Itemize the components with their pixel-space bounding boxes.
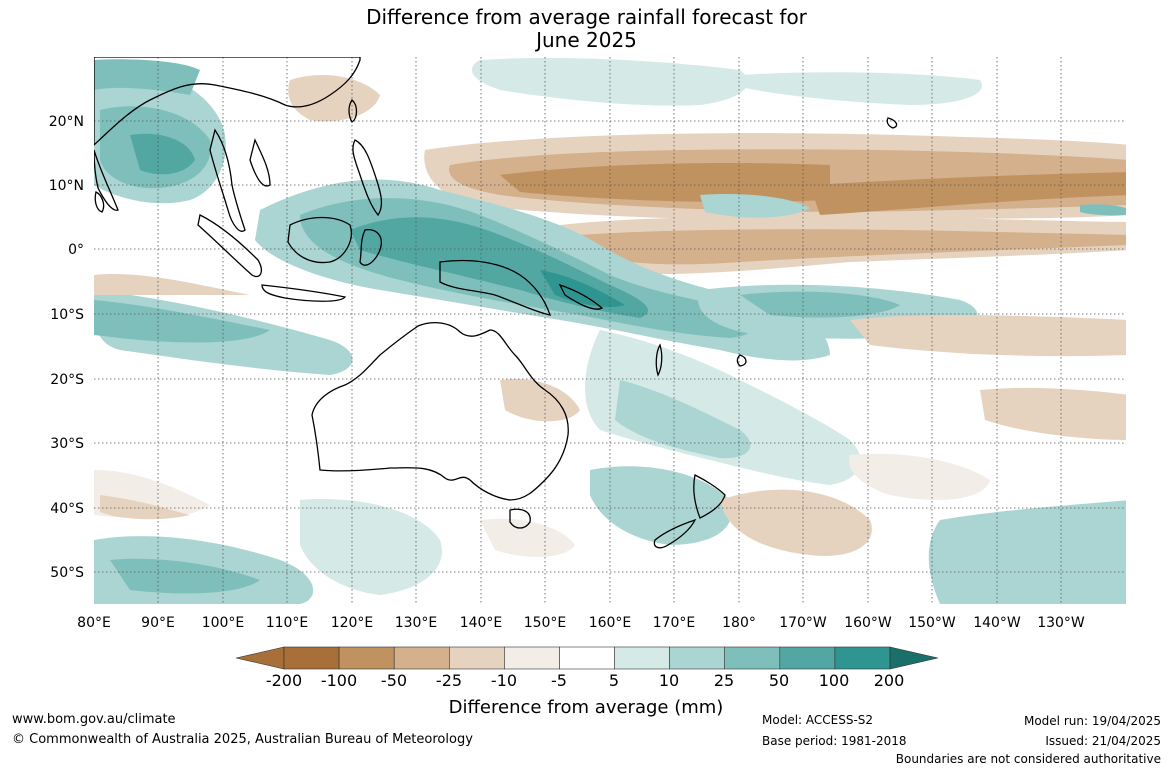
lat-label: 40°S [50, 501, 84, 517]
colorbar-tick: -5 [551, 671, 567, 690]
lon-label: 160°W [844, 615, 892, 631]
lon-label: 150°W [908, 615, 956, 631]
colorbar-cell [338, 646, 395, 670]
website-text: www.bom.gov.au/climate [12, 712, 176, 727]
issued-text: Issued: 21/04/2025 [1045, 734, 1161, 748]
colorbar-tick: 25 [714, 671, 734, 690]
new-guinea-coastline [439, 259, 551, 316]
lon-label: 160°E [589, 615, 632, 631]
colorbar-tick: -10 [491, 671, 517, 690]
lon-label: 170°W [779, 615, 827, 631]
colorbar-tick: -100 [321, 671, 357, 690]
lon-label: 110°E [266, 615, 309, 631]
colorbar-title: Difference from average (mm) [449, 697, 724, 718]
colorbar-tick: -25 [436, 671, 462, 690]
lon-label: 180° [722, 615, 756, 631]
lon-label: 140°W [973, 615, 1021, 631]
copyright-text: © Commonwealth of Australia 2025, Austra… [12, 732, 473, 747]
colorbar-tick: 10 [659, 671, 679, 690]
colorbar-cell [779, 646, 836, 670]
new-zealand-coastline [693, 474, 726, 519]
lon-label: 120°E [331, 615, 374, 631]
australia-coastline [311, 321, 569, 501]
lat-label: 20°S [50, 372, 84, 388]
colorbar-tick: -50 [381, 671, 407, 690]
colorbar-cell [724, 646, 781, 670]
base-period-text: Base period: 1981-2018 [762, 734, 907, 748]
colorbar-tick: 5 [609, 671, 619, 690]
model-text: Model: ACCESS-S2 [762, 713, 874, 727]
colorbar-cell [448, 646, 505, 670]
lon-label: 130°W [1037, 615, 1085, 631]
colorbar-cell [504, 646, 560, 670]
tasmania-coastline [509, 508, 531, 529]
lon-label: 80°E [77, 615, 111, 631]
colorbar-tick: 100 [819, 671, 850, 690]
lat-label: 10°S [50, 307, 84, 323]
lon-label: 140°E [460, 615, 503, 631]
colorbar-high-extension [889, 646, 939, 670]
lat-label: 0° [68, 242, 84, 258]
colorbar-cell [834, 646, 891, 670]
lat-label: 20°N [49, 114, 84, 130]
colorbar: -200 -100 -50 -25 -10 -5 5 10 25 50 100 … [235, 646, 939, 718]
colorbar-cell [559, 646, 615, 670]
longitude-labels: 80°E 90°E 100°E 110°E 120°E 130°E 140°E … [77, 615, 1085, 631]
lon-label: 170°E [653, 615, 696, 631]
latitude-labels: 20°N 10°N 0° 10°S 20°S 30°S 40°S 50°S [49, 114, 84, 581]
lon-label: 150°E [524, 615, 567, 631]
boundaries-text: Boundaries are not considered authoritat… [895, 752, 1161, 766]
colorbar-tick: 50 [769, 671, 789, 690]
map-title-line2: June 2025 [536, 28, 637, 52]
colorbar-tick: -200 [266, 671, 302, 690]
colorbar-tick: 200 [874, 671, 905, 690]
lat-label: 50°S [50, 565, 84, 581]
lon-label: 100°E [202, 615, 245, 631]
lon-label: 90°E [141, 615, 175, 631]
lat-label: 30°S [50, 436, 84, 452]
map-title-line1: Difference from average rainfall forecas… [366, 5, 807, 29]
coastlines [94, 57, 898, 549]
colorbar-low-extension [235, 646, 285, 670]
model-run-text: Model run: 19/04/2025 [1023, 714, 1161, 728]
colorbar-cell [393, 646, 450, 670]
lat-label: 10°N [49, 178, 84, 194]
graticule [94, 57, 1126, 604]
colorbar-cell [669, 646, 725, 670]
colorbar-cell [614, 646, 670, 670]
colorbar-cell [283, 646, 340, 670]
lon-label: 130°E [395, 615, 438, 631]
